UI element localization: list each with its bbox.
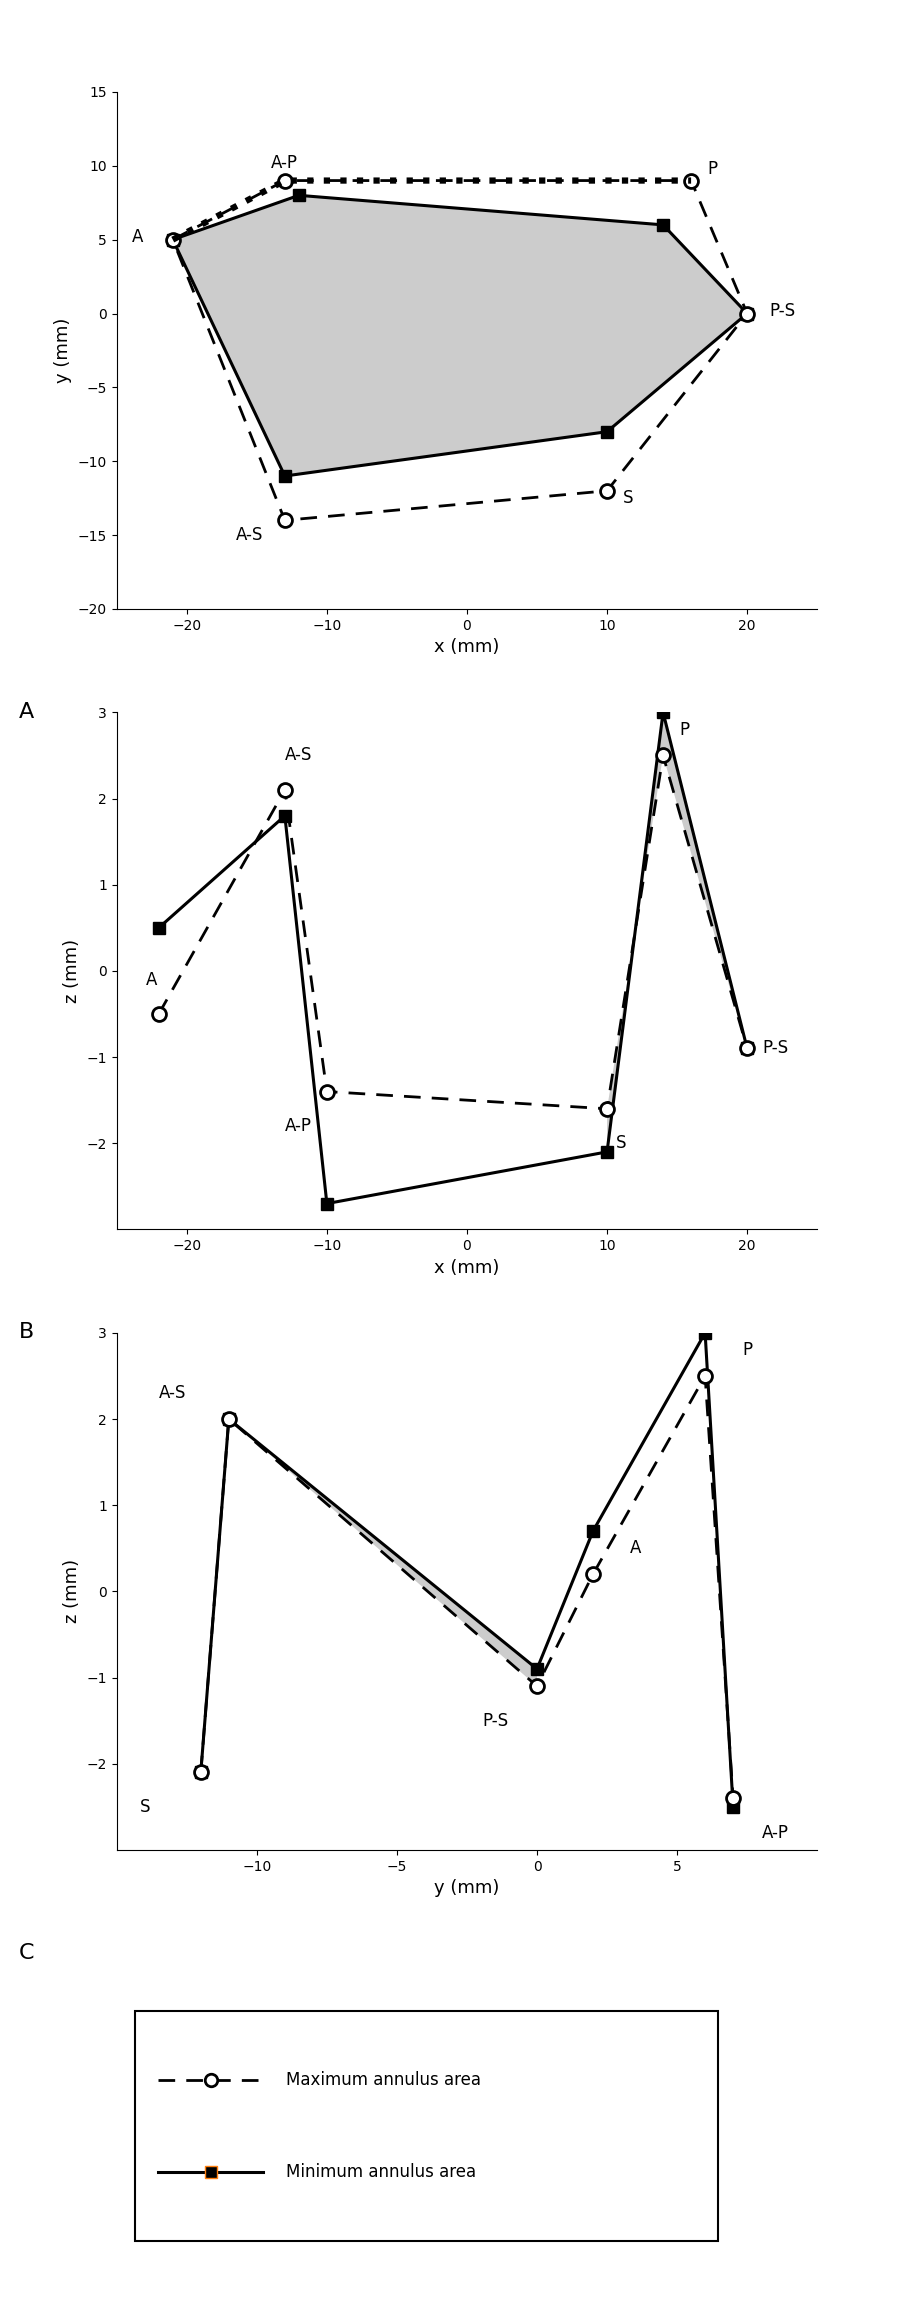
Text: Minimum annulus area: Minimum annulus area	[286, 2162, 477, 2181]
X-axis label: x (mm): x (mm)	[435, 639, 499, 657]
Text: B: B	[19, 1321, 34, 1342]
X-axis label: y (mm): y (mm)	[435, 1880, 499, 1898]
Text: P: P	[707, 161, 718, 177]
Y-axis label: z (mm): z (mm)	[63, 1560, 81, 1622]
Text: A: A	[132, 228, 144, 246]
Text: A-P: A-P	[762, 1825, 788, 1841]
Text: S: S	[616, 1135, 626, 1151]
Text: A: A	[629, 1540, 641, 1558]
Text: P: P	[679, 722, 689, 738]
Polygon shape	[201, 1418, 537, 1772]
Text: A-S: A-S	[159, 1383, 187, 1402]
Text: A-P: A-P	[271, 154, 298, 172]
Polygon shape	[607, 712, 747, 1151]
Text: P-S: P-S	[482, 1712, 508, 1730]
Text: P-S: P-S	[769, 301, 796, 319]
Text: S: S	[139, 1797, 150, 1815]
FancyBboxPatch shape	[135, 2011, 718, 2241]
Text: A-S: A-S	[236, 526, 263, 545]
Text: Maximum annulus area: Maximum annulus area	[286, 2070, 481, 2089]
Text: A-S: A-S	[286, 747, 313, 765]
Text: P: P	[742, 1342, 753, 1358]
Text: S: S	[623, 489, 633, 508]
X-axis label: x (mm): x (mm)	[435, 1259, 499, 1278]
Text: A-P: A-P	[286, 1117, 313, 1135]
Y-axis label: y (mm): y (mm)	[54, 317, 72, 384]
Y-axis label: z (mm): z (mm)	[63, 940, 81, 1002]
Polygon shape	[172, 195, 747, 476]
Text: A: A	[19, 703, 34, 722]
Text: P-S: P-S	[762, 1039, 788, 1057]
Text: A: A	[146, 970, 157, 988]
Text: C: C	[19, 1944, 34, 1962]
